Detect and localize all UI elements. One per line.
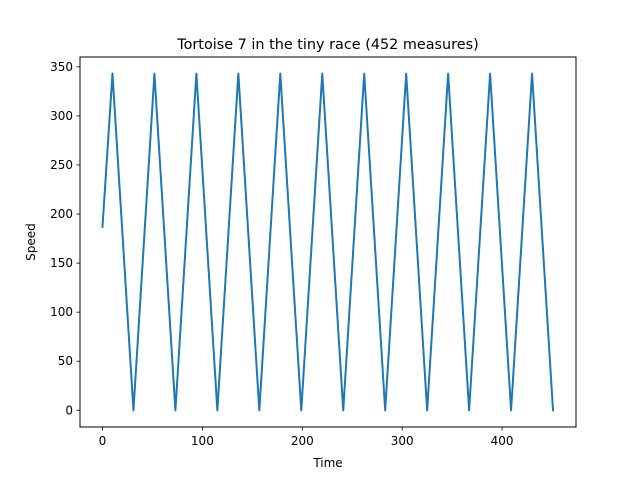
y-tick-label: 150 xyxy=(50,256,73,270)
y-tick-label: 50 xyxy=(58,354,73,368)
y-tick-label: 100 xyxy=(50,305,73,319)
y-tick-label: 200 xyxy=(50,207,73,221)
x-tick-label: 400 xyxy=(491,434,514,448)
y-axis: 0 50 100 150 200 250 300 350 xyxy=(50,60,80,417)
y-tick-label: 350 xyxy=(50,60,73,74)
x-axis: 0 100 200 300 400 xyxy=(99,427,514,448)
y-tick-label: 300 xyxy=(50,109,73,123)
y-tick-label: 0 xyxy=(65,403,73,417)
y-axis-label: Speed xyxy=(24,223,38,261)
x-tick-label: 100 xyxy=(191,434,214,448)
plot-area xyxy=(101,72,555,412)
y-tick-label: 250 xyxy=(50,158,73,172)
x-axis-label: Time xyxy=(312,456,342,470)
series-line xyxy=(101,72,555,412)
axes-frame xyxy=(79,56,577,428)
x-tick-label: 0 xyxy=(99,434,107,448)
x-tick-label: 200 xyxy=(291,434,314,448)
chart-title: Tortoise 7 in the tiny race (452 measure… xyxy=(176,37,479,53)
x-tick-label: 300 xyxy=(391,434,414,448)
